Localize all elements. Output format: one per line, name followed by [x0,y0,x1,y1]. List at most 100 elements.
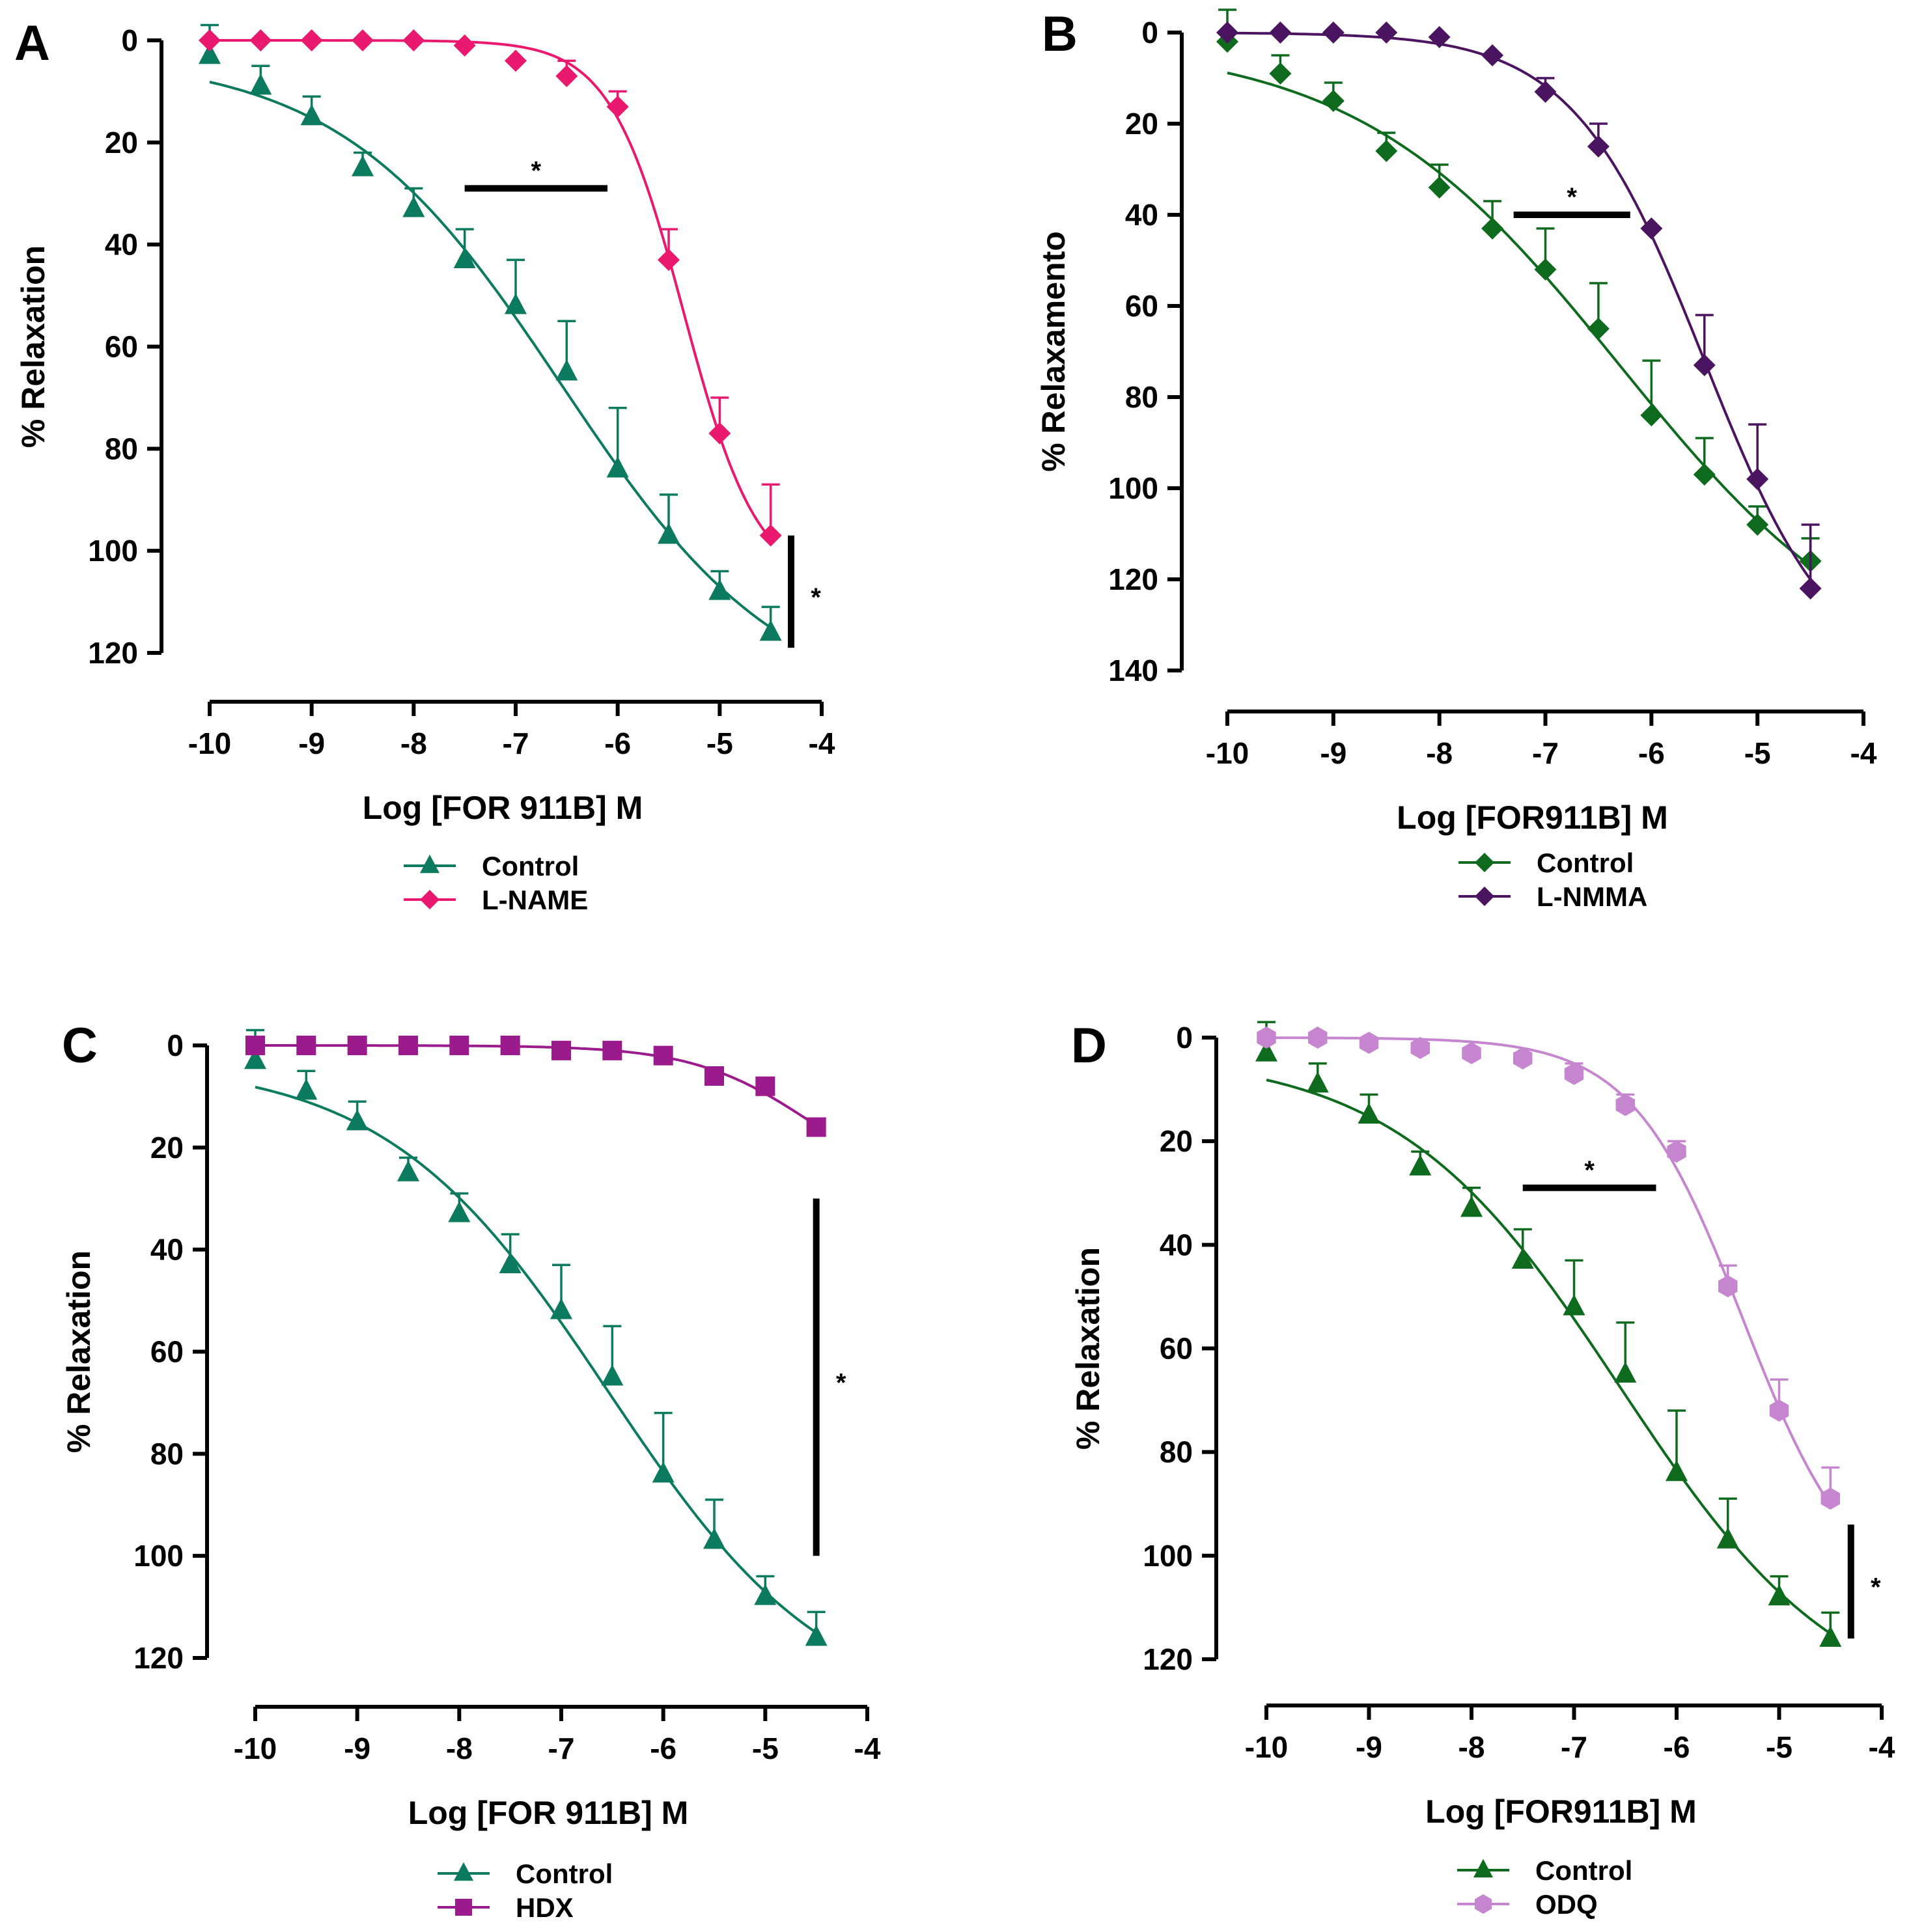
fit-curve-l-name [210,39,772,540]
data-point [658,523,680,544]
legend-marker [454,1862,473,1881]
data-point [1481,44,1504,66]
x-tick-label: -10 [234,1732,277,1765]
y-tick-label: 40 [1160,1228,1193,1262]
significance-marker: * [1584,1156,1595,1185]
data-point [708,422,731,445]
x-tick-label: -5 [1766,1730,1792,1764]
x-tick-label: -6 [1638,736,1665,770]
data-point [505,49,527,72]
x-tick-label: -10 [188,726,231,760]
data-point [199,29,221,51]
x-tick-label: -10 [1245,1730,1288,1764]
data-point [754,1584,777,1605]
data-point [1255,1040,1277,1062]
y-tick-label: 0 [1176,1021,1193,1055]
y-tick-label: 80 [150,1437,184,1470]
y-tick-label: 140 [1108,654,1158,687]
data-point [1322,90,1345,112]
data-point [805,1625,828,1646]
data-point [1693,354,1716,376]
y-axis-label: % Relaxation [15,245,51,448]
data-point [606,95,629,118]
data-point [398,1036,418,1055]
y-tick-label: 60 [1160,1332,1193,1366]
x-tick-label: -6 [650,1732,677,1765]
data-point [402,29,425,51]
legend-label: Control [1537,848,1634,878]
data-point [759,524,782,547]
data-point [1768,1584,1791,1606]
y-axis-label: % Relaxamento [1035,231,1072,472]
x-axis-label: Log [FOR 911B] M [408,1795,689,1831]
x-tick-label: -4 [1869,1730,1895,1764]
y-tick-label: 0 [1141,16,1158,49]
data-point [1462,1042,1481,1064]
y-tick-label: 100 [88,534,138,568]
series-odq [1257,1027,1840,1510]
data-point [453,34,476,57]
fit-curve-l-nmma [1227,31,1812,581]
y-tick-label: 20 [150,1131,184,1165]
data-point [295,1079,318,1100]
data-point [759,620,782,641]
x-axis-label: Log [FOR911B] M [1425,1793,1697,1830]
legend-marker [1475,853,1494,872]
data-point [1216,21,1238,44]
x-tick-label: -8 [400,726,427,760]
y-tick-label: 120 [1108,562,1158,596]
chart-panel-d: D 0 20 40 60 80 100 120 -10 -9 -8 -7 -6 -5 -4 Log [FOR9… [1070,1018,1895,1920]
y-tick-label: 120 [133,1641,184,1675]
data-point [704,1066,724,1086]
y-tick-label: 60 [150,1335,184,1369]
x-tick-label: -8 [1426,736,1453,770]
y-axis-label: % Relaxation [1070,1247,1106,1450]
data-point [1820,1487,1840,1510]
series-control [199,23,782,641]
legend-label: Control [1535,1855,1632,1886]
legend-marker [420,890,439,909]
y-tick-label: 40 [150,1233,184,1267]
x-tick-label: -4 [809,726,835,760]
data-point [652,1461,675,1483]
data-point [499,1252,522,1273]
data-point [1746,514,1769,536]
data-point [1769,1400,1789,1422]
x-tick-label: -4 [854,1732,881,1765]
legend-label: Control [516,1858,613,1889]
fit-curve-control [1266,1079,1832,1635]
data-point [249,74,272,95]
chart-panel-c: C 0 20 40 60 80 100 120 -10 -9 -8 -7 -6 -5 -4 Log [FOR … [61,1018,881,1923]
data-point [1257,1027,1276,1049]
legend-label: ODQ [1535,1889,1598,1920]
data-point [1410,1036,1430,1059]
data-point [1563,1294,1585,1316]
y-tick-label: 100 [1143,1539,1193,1573]
x-tick-label: -9 [298,726,325,760]
data-point [1716,1527,1739,1549]
data-point [1269,62,1292,85]
data-point [1460,1196,1483,1217]
legend-label: HDX [516,1892,574,1923]
data-point [1534,81,1557,103]
data-point [1587,318,1610,340]
data-point [1718,1275,1738,1297]
data-point [1693,463,1716,486]
data-point [1614,1361,1637,1383]
data-point [1640,404,1663,426]
fit-curve-control [1227,72,1811,567]
x-tick-label: -5 [752,1732,779,1765]
data-point [402,196,425,217]
y-tick-label: 80 [105,432,138,465]
series-control [1216,8,1822,572]
data-point [755,1076,775,1096]
series-l-nmma [1216,21,1822,600]
data-point [658,249,680,271]
significance-marker: * [836,1369,846,1398]
data-point [555,64,578,87]
significance-marker: * [1871,1573,1881,1602]
legend-marker [1475,887,1494,906]
x-tick-label: -5 [1744,736,1771,770]
data-point [606,456,629,478]
